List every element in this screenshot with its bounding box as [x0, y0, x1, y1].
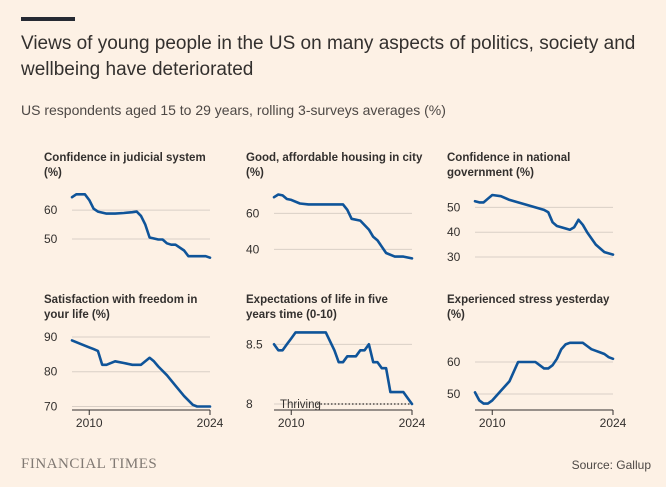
y-tick-label: 8 [246, 397, 253, 411]
panel-title-line: government (%) [447, 167, 534, 179]
y-tick-label: 80 [44, 365, 58, 379]
x-tick-label: 2024 [197, 416, 224, 430]
series-line [70, 339, 212, 408]
x-tick-label: 2024 [600, 416, 627, 430]
panel-title-line: Experienced stress yesterday [447, 294, 610, 306]
series-line [70, 193, 212, 259]
panel-title-line: (%) [246, 167, 264, 179]
panel-title-line: (%) [44, 167, 62, 179]
x-tick-label: 2010 [479, 416, 506, 430]
y-tick-label: 8.5 [246, 337, 263, 351]
y-tick-label: 40 [246, 242, 260, 256]
ft-logo: FINANCIAL TIMES [21, 456, 158, 472]
y-tick-label: 70 [44, 400, 58, 414]
y-tick-label: 50 [447, 200, 461, 214]
y-tick-label: 40 [447, 225, 461, 239]
panel-title-line: Confidence in national [447, 152, 570, 164]
y-tick-label: 60 [44, 203, 58, 217]
panel-title-line: Good, affordable housing in city [246, 152, 423, 164]
source-note: Source: Gallup [571, 458, 651, 472]
y-tick-label: 50 [447, 387, 461, 401]
chart-title: Views of young people in the US on many … [21, 33, 636, 80]
y-tick-label: 90 [44, 330, 58, 344]
panel-title-line: years time (0-10) [246, 309, 337, 321]
y-tick-label: 60 [246, 206, 260, 220]
y-tick-label: 50 [44, 232, 58, 246]
panel-title-line: Expectations of life in five [246, 294, 388, 306]
x-tick-label: 2010 [76, 416, 103, 430]
panel-title-line: (%) [447, 309, 465, 321]
thriving-label: Thriving [280, 399, 321, 411]
x-tick-label: 2024 [399, 416, 426, 430]
panel-title-line: your life (%) [44, 309, 110, 321]
series-line [473, 341, 615, 405]
chart-subtitle: US respondents aged 15 to 29 years, roll… [21, 102, 446, 118]
y-tick-label: 30 [447, 250, 461, 264]
series-line [272, 193, 414, 260]
series-line [473, 193, 615, 256]
brand-rule [21, 17, 75, 21]
x-tick-label: 2010 [278, 416, 305, 430]
y-tick-label: 60 [447, 355, 461, 369]
series-line [272, 331, 414, 406]
panel-title-line: Satisfaction with freedom in [44, 294, 197, 306]
panel-title-line: Confidence in judicial system [44, 152, 206, 164]
